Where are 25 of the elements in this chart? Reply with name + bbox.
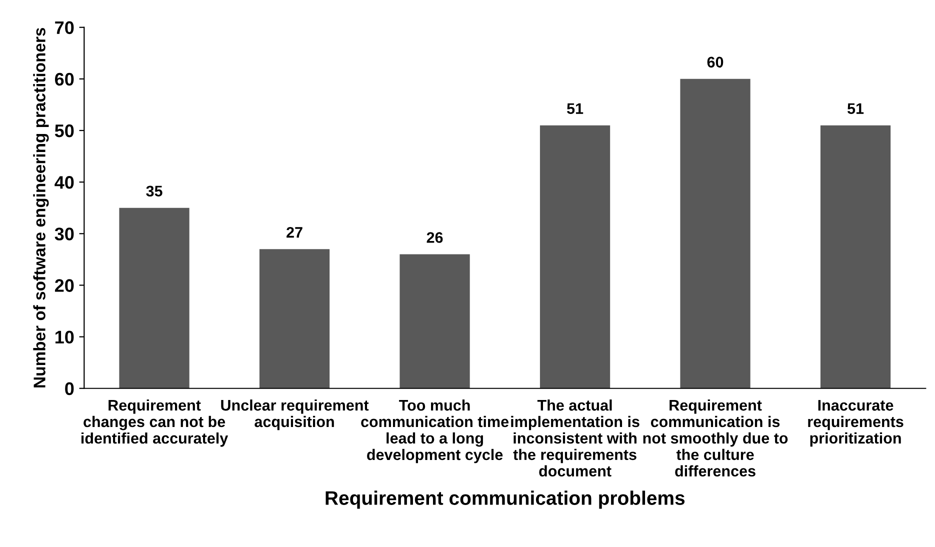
y-tick-label: 20 [54,279,74,292]
data-label: 60 [707,56,724,68]
y-tick-label: 30 [54,228,74,240]
bar [259,249,330,388]
data-label: 51 [567,103,584,114]
y-tick-label: 0 [65,382,74,396]
data-label: 27 [286,226,302,238]
data-label: 26 [426,232,443,243]
y-tick-label: 40 [54,176,74,189]
bar [820,125,891,388]
y-tick-label: 10 [55,330,74,344]
x-tick-label: Requirement communication is not smoothly due to the culture differences [643,399,788,477]
y-axis-title: Number of software engineering practitioners [33,28,49,388]
x-tick-label: Inaccurate requirements prioritization [808,400,904,447]
bar [680,78,750,388]
y-tick-label: 70 [55,21,74,34]
bar [540,125,610,388]
y-tick-label: 50 [54,124,74,138]
y-tick-label: 60 [55,72,74,86]
bar [119,208,190,388]
bar [400,254,470,388]
data-label: 51 [848,103,864,114]
x-tick-label: The actual implementation is inconsistent with the requirements document [511,399,640,477]
x-axis-title: Requirement communication problems [326,490,685,509]
data-label: 35 [146,186,162,197]
